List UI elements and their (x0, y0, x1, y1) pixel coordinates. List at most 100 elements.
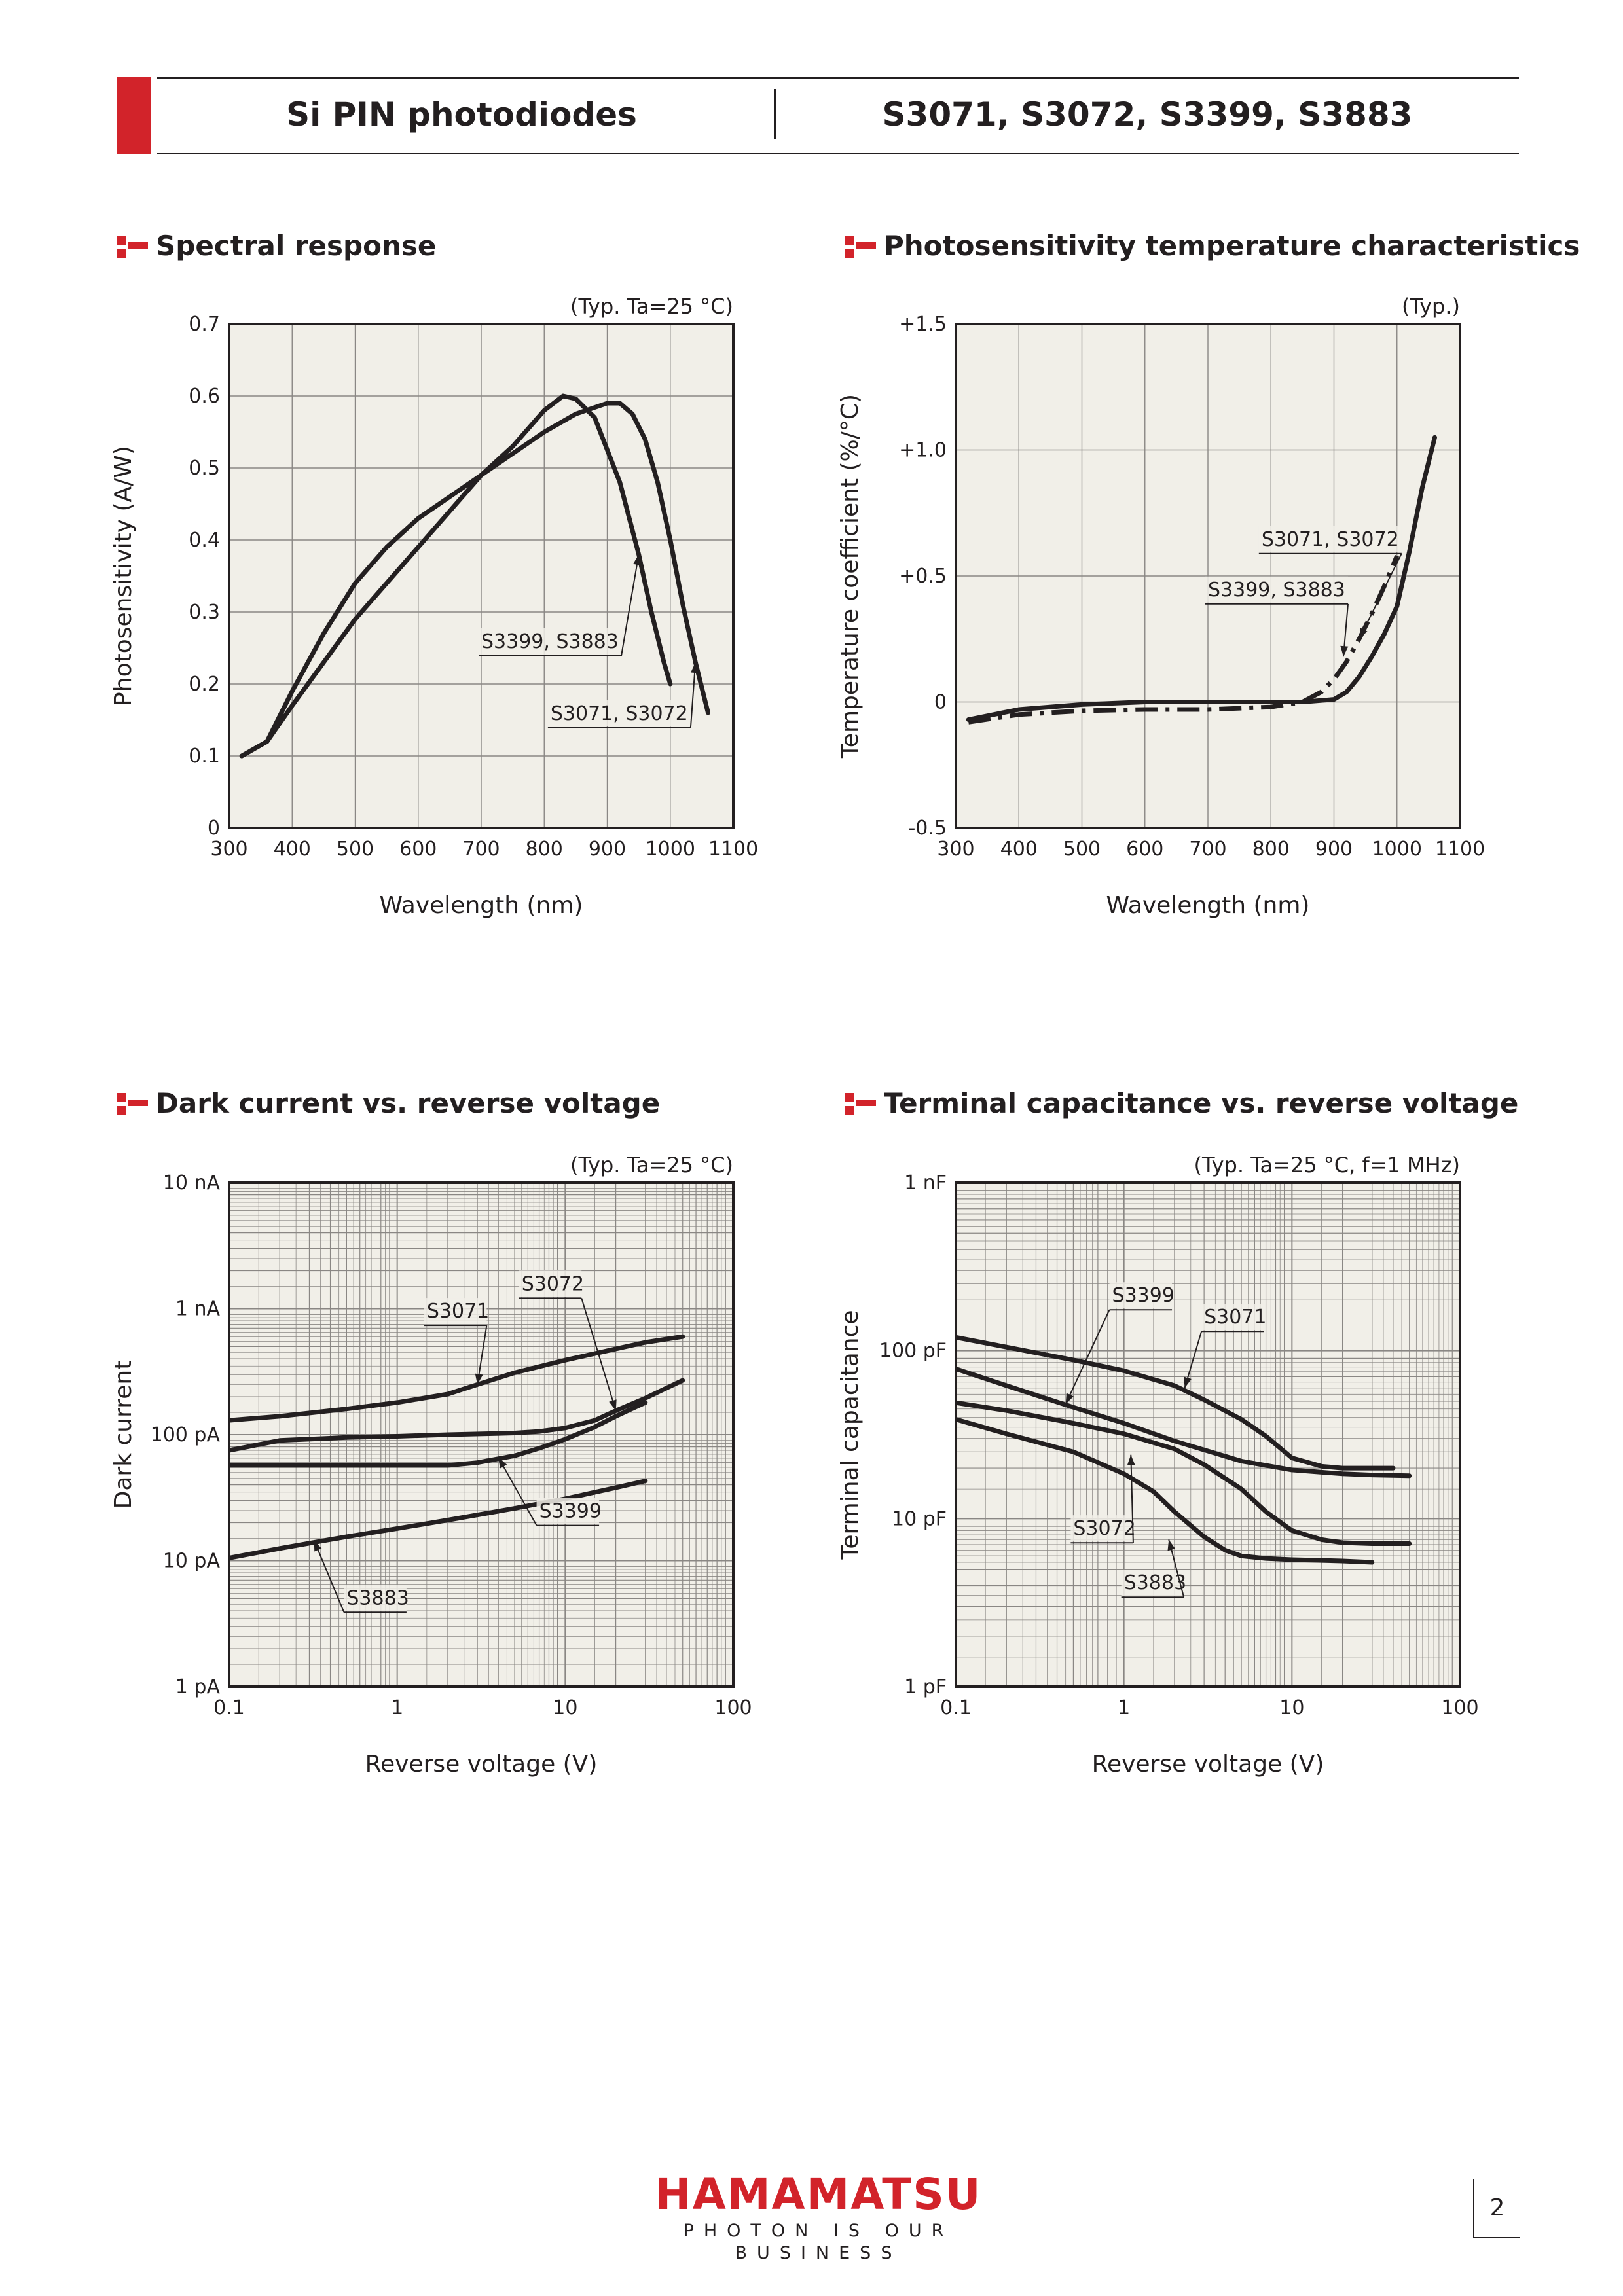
plot-frame (228, 323, 735, 829)
y-tick-label: 0.1 (189, 745, 220, 768)
annotation-leader (689, 662, 697, 728)
x-tick-label: 600 (399, 838, 437, 861)
series-line-4 (956, 1417, 1375, 1565)
annotation-label: S3399, S3883 (1208, 579, 1345, 601)
annotation-label: S3072 (522, 1272, 584, 1295)
x-tick-label: 500 (1063, 838, 1101, 861)
y-tick-label: 100 pF (879, 1340, 947, 1363)
section-title-cap: Terminal capacitance vs. reverse voltage (845, 1085, 1518, 1122)
series-line-1 (239, 393, 673, 759)
x-tick-label: 800 (1252, 838, 1290, 861)
header-top-rule (157, 77, 1519, 79)
x-tick-label: 700 (1189, 838, 1226, 861)
annotation-leader (313, 1540, 345, 1613)
y-axis-title: Temperature coefficient (%/°C) (837, 394, 864, 759)
annotation-label: S3071, S3072 (551, 702, 688, 725)
annotation-1: S3071 (424, 1298, 489, 1385)
x-axis-title: Reverse voltage (V) (365, 1751, 598, 1778)
x-tick-label: 1000 (1372, 838, 1422, 861)
series-line-2 (229, 1378, 685, 1453)
annotation-label: S3399 (539, 1500, 602, 1523)
section-title-dark: Dark current vs. reverse voltage (117, 1085, 660, 1122)
x-tick-label: 100 (714, 1696, 752, 1719)
y-tick-label: 0 (934, 691, 947, 714)
annotation-arrowhead (1127, 1454, 1135, 1465)
annotation-arrowhead (498, 1457, 507, 1469)
y-tick-label: 0.5 (189, 457, 220, 480)
y-tick-label: 0.7 (189, 313, 220, 336)
x-tick-label: 300 (937, 838, 974, 861)
header-accent-bar (117, 77, 151, 154)
x-tick-label: 900 (1315, 838, 1353, 861)
chart-condition: (Typ.) (1402, 294, 1460, 319)
annotation-4: S3883 (313, 1540, 409, 1613)
series-line-1 (956, 1335, 1396, 1471)
y-axis-title: Terminal capacitance (837, 1310, 864, 1560)
x-tick-label: 400 (1000, 838, 1038, 861)
x-tick-label: 10 (553, 1696, 577, 1719)
annotation-arrowhead (691, 662, 699, 673)
annotation-arrowhead (1167, 1539, 1176, 1551)
annotation-leader (1065, 1309, 1110, 1405)
chart-spectral-response: 300 400 500 600 700 800 900 1000 1100 0 0.1 0.2 0.3 0… (105, 288, 825, 942)
annotation-label: S3071 (1204, 1306, 1266, 1329)
x-tick-label: 1100 (1435, 838, 1485, 861)
series-line-2 (239, 401, 710, 759)
annotation-2: S3399 (1065, 1282, 1175, 1405)
y-tick-label: 1 nA (175, 1298, 221, 1321)
annotation-arrowhead (314, 1540, 322, 1552)
section-title-temp: Photosensitivity temperature characteris… (845, 228, 1580, 264)
series-line-2 (956, 1366, 1412, 1479)
chart-temperature-coefficient: 300 400 500 600 700 800 900 1000 1100 -0.5 0 +0.5 +1… (831, 288, 1552, 942)
section-marker-icon (117, 233, 151, 259)
x-tick-label: 100 (1441, 1696, 1478, 1719)
annotation-3: S3399 (498, 1457, 602, 1526)
y-tick-label: 0.3 (189, 601, 220, 624)
x-tick-label: 500 (337, 838, 374, 861)
annotation-leader (1130, 1454, 1134, 1543)
section-marker-icon (845, 1090, 879, 1117)
annotation-arrowhead (1359, 628, 1368, 639)
chart-condition: (Typ. Ta=25 °C, f=1 MHz) (1194, 1153, 1460, 1177)
y-tick-label: 1 pA (175, 1676, 221, 1698)
annotation-3: S3072 (1070, 1454, 1136, 1544)
annotation-label: S3399, S3883 (481, 630, 619, 653)
annotation-1: S3071, S3072 (1258, 526, 1402, 639)
annotation-label: S3071, S3072 (1262, 528, 1399, 551)
y-tick-label: 10 nA (163, 1172, 221, 1194)
annotation-arrowhead (1184, 1376, 1192, 1388)
y-tick-label: 0.4 (189, 529, 220, 552)
x-tick-label: 0.1 (940, 1696, 972, 1719)
y-tick-label: -0.5 (908, 817, 947, 840)
x-tick-label: 300 (210, 838, 247, 861)
annotation-arrowhead (1065, 1393, 1074, 1405)
annotation-label: S3399 (1112, 1284, 1175, 1307)
annotation-leader (581, 1298, 617, 1411)
y-axis-title: Dark current (110, 1361, 137, 1509)
y-tick-label: 1 nF (904, 1172, 947, 1194)
x-tick-label: 1100 (708, 838, 758, 861)
y-tick-label: 100 pA (151, 1424, 221, 1446)
x-tick-label: 600 (1126, 838, 1163, 861)
series-line-4 (229, 1479, 648, 1560)
section-marker-icon (117, 1090, 151, 1117)
x-tick-label: 1 (1118, 1696, 1130, 1719)
annotation-label: S3072 (1073, 1517, 1135, 1540)
series-line-2 (966, 435, 1437, 722)
annotation-2: S3071, S3072 (547, 662, 699, 728)
annotation-label: S3883 (1124, 1571, 1186, 1594)
annotation-leader (498, 1457, 538, 1526)
page-number: 2 (1473, 2179, 1520, 2238)
annotation-arrowhead (1340, 645, 1349, 657)
x-tick-label: 10 (1279, 1696, 1304, 1719)
annotation-leader (621, 554, 640, 656)
y-tick-label: 10 pF (892, 1507, 947, 1530)
y-tick-label: +0.5 (899, 565, 947, 588)
x-tick-label: 0.1 (213, 1696, 245, 1719)
section-marker-icon (845, 233, 879, 259)
series-line-3 (956, 1400, 1412, 1546)
y-tick-label: 0 (208, 817, 220, 840)
x-tick-label: 800 (526, 838, 563, 861)
chart-condition: (Typ. Ta=25 °C) (570, 294, 733, 319)
annotation-2: S3399, S3883 (1205, 576, 1349, 657)
